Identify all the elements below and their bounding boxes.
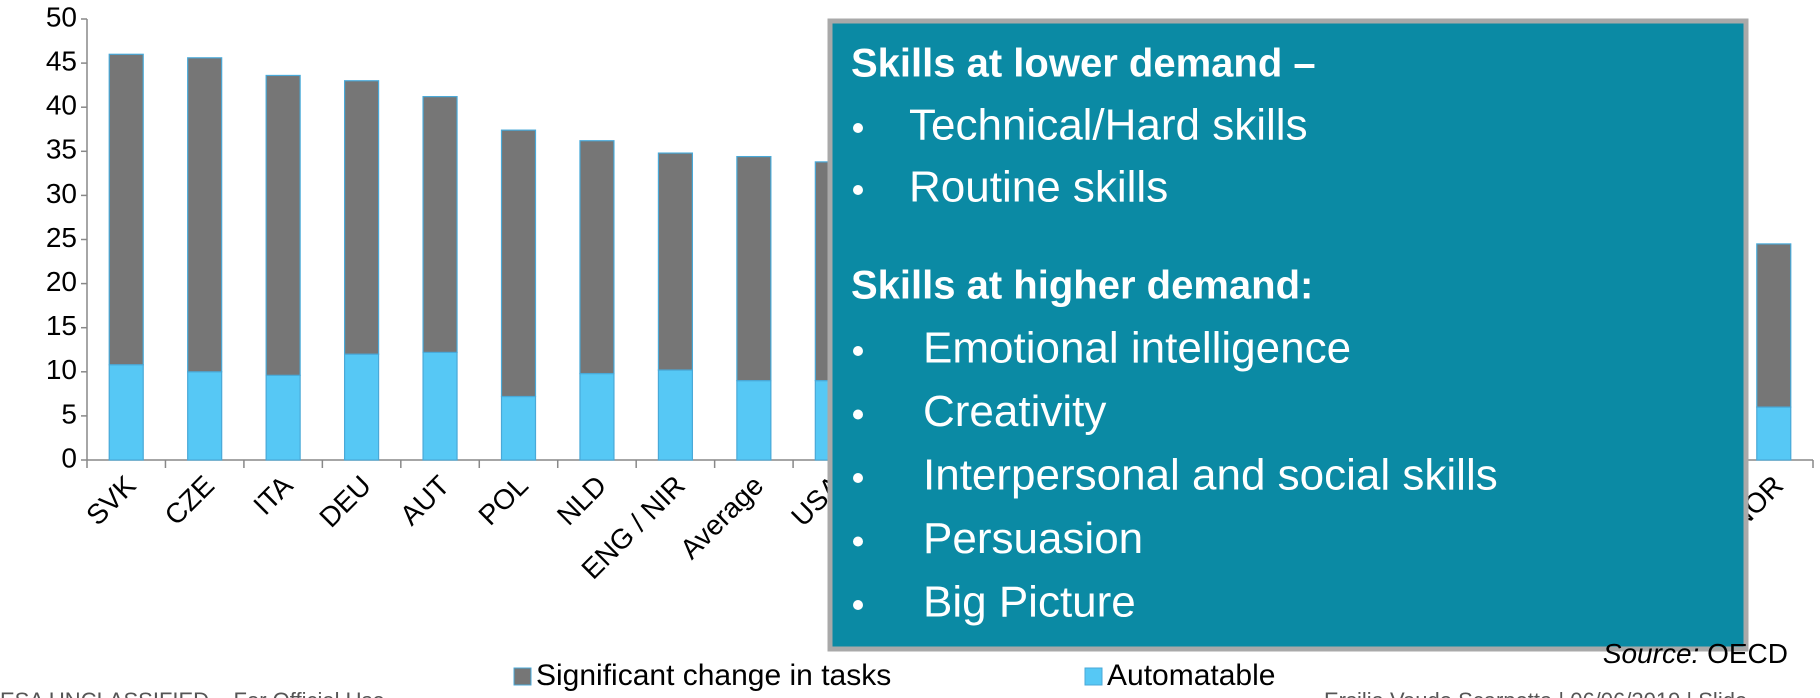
legend-label: Automatable — [1107, 659, 1275, 692]
source-label: Source: — [1603, 638, 1700, 669]
bar-segment — [108, 364, 144, 461]
y-tick-label: 25 — [46, 222, 77, 253]
legend: Significant change in tasks Automatable — [513, 659, 1275, 692]
legend-swatch — [1084, 667, 1103, 686]
bar-segment — [579, 140, 615, 375]
bullet — [853, 123, 863, 133]
callout-item: Creativity — [923, 387, 1106, 436]
legend-swatch — [513, 667, 532, 686]
footer-right: Ersilia Vaudo Scarpetta | 06/06/2019 | S… — [1324, 688, 1747, 698]
callout-item: Technical/Hard skills — [909, 101, 1308, 150]
bullet — [853, 473, 863, 483]
y-tick-label: 30 — [46, 178, 77, 209]
callout-item: Big Picture — [923, 578, 1136, 627]
bullet — [853, 409, 863, 420]
bar-segment — [108, 53, 144, 366]
callout-heading: Skills at lower demand – — [851, 42, 1316, 86]
bar-segment — [1756, 406, 1792, 461]
callout-item: Emotional intelligence — [923, 324, 1351, 373]
x-tick-label: POL — [472, 470, 534, 532]
x-tick-label: NLD — [551, 470, 613, 532]
callout-box — [827, 18, 1749, 652]
x-tick-label: DEU — [313, 470, 377, 534]
bar-segment — [657, 369, 694, 461]
bar-segment — [1756, 243, 1792, 408]
y-tick-label: 20 — [46, 266, 77, 297]
legend-label: Significant change in tasks — [536, 659, 891, 692]
x-tick-label: AUT — [394, 470, 456, 532]
bullet — [853, 600, 863, 610]
bar-segment — [657, 152, 694, 371]
callout-item: Routine skills — [909, 163, 1168, 212]
bar-segment — [265, 74, 301, 376]
y-tick-label: 40 — [46, 90, 77, 121]
y-tick-label: 50 — [46, 1, 77, 32]
y-tick-label: 5 — [61, 398, 77, 429]
bar-segment — [736, 155, 772, 382]
bullet — [853, 185, 863, 195]
x-tick-label: Average — [674, 470, 769, 565]
bar-segment — [422, 96, 458, 353]
bullet — [853, 536, 863, 547]
y-tick-label: 10 — [46, 354, 77, 385]
bar-segment — [579, 372, 615, 461]
callout-heading: Skills at higher demand: — [851, 264, 1313, 308]
y-tick-label: 35 — [46, 134, 77, 165]
callout-item: Persuasion — [923, 514, 1143, 563]
bullet — [853, 346, 863, 356]
x-tick-label: ITA — [247, 469, 298, 520]
y-tick-label: 0 — [61, 442, 77, 473]
bar-segment — [187, 371, 223, 461]
source: Source: OECD — [1603, 638, 1788, 669]
bar-segment — [500, 129, 537, 398]
x-tick-label: SVK — [80, 469, 142, 531]
source-text: OECD — [1707, 638, 1788, 669]
y-tick-label: 45 — [46, 45, 77, 76]
x-tick-label: CZE — [159, 470, 221, 532]
footer-left: ESA UNCLASSIFIED – For Official Use — [0, 688, 385, 698]
bar-segment — [265, 374, 301, 461]
bar-segment — [422, 351, 458, 461]
bar-segment — [187, 57, 223, 373]
callout-item: Interpersonal and social skills — [923, 451, 1498, 500]
callout: Skills at lower demand – Technical/Hard s… — [827, 18, 1749, 652]
bar-segment — [736, 380, 772, 461]
y-tick-label: 15 — [46, 310, 77, 341]
bar-segment — [343, 80, 380, 355]
bar-segment — [500, 395, 537, 461]
bar-segment — [343, 353, 380, 461]
